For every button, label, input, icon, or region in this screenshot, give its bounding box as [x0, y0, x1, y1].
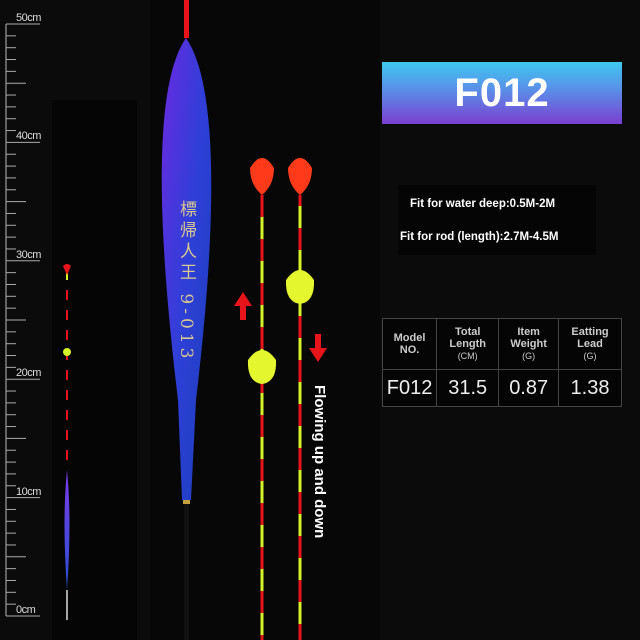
- ruler-label: 20cm: [16, 367, 41, 379]
- small-float: [63, 264, 71, 620]
- table-row: F012 31.5 0.87 1.38: [381, 369, 622, 407]
- arrow-up-icon: [234, 292, 252, 320]
- table-header-row: Model NO. Total Length (CM) Item Weight (G…: [381, 318, 622, 370]
- ruler-label: 10cm: [16, 486, 41, 498]
- table-header: Eatting Lead (G): [558, 318, 622, 370]
- model-header: F012: [382, 62, 622, 124]
- table-cell: F012: [381, 369, 438, 407]
- antenna-right: [285, 158, 315, 640]
- table-header: Total Length (CM): [436, 318, 500, 370]
- antenna-left: [247, 158, 277, 640]
- ruler: [5, 23, 40, 617]
- table-header: Item Weight (G): [498, 318, 559, 370]
- model-title: F012: [454, 70, 550, 115]
- flow-annotation: Flowing up and down: [311, 385, 328, 539]
- table-header: Model NO.: [381, 318, 438, 370]
- table-cell: 1.38: [558, 369, 622, 407]
- spec-box: Fit for water deep:0.5M-2M Fit for rod (…: [398, 185, 596, 255]
- ruler-label: 0cm: [16, 604, 36, 616]
- ruler-label: 40cm: [16, 130, 41, 142]
- table-cell: 0.87: [498, 369, 559, 407]
- product-lettering: 標帰人王 9-013: [176, 200, 196, 363]
- ruler-label: 30cm: [16, 249, 41, 261]
- rod-length-spec: Fit for rod (length):2.7M-4.5M: [400, 231, 559, 243]
- ruler-label: 50cm: [16, 12, 41, 24]
- table-cell: 31.5: [436, 369, 500, 407]
- spec-table: Model NO. Total Length (CM) Item Weight (G…: [381, 318, 622, 407]
- water-depth-spec: Fit for water deep:0.5M-2M: [410, 198, 556, 210]
- large-float: [161, 0, 212, 640]
- arrow-down-icon: [309, 334, 327, 362]
